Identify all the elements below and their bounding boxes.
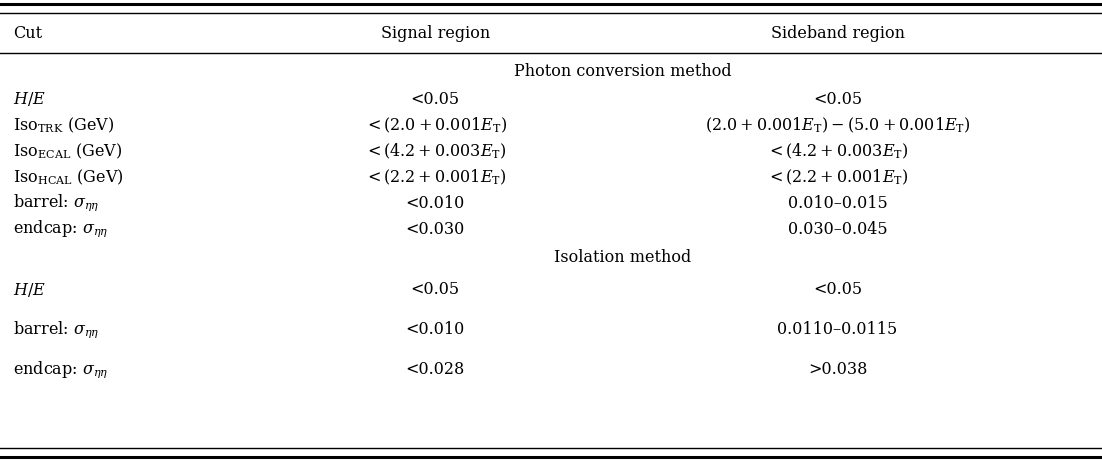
- Text: $\mathrm{Iso_{TRK}}$ (GeV): $\mathrm{Iso_{TRK}}$ (GeV): [13, 116, 115, 135]
- Text: <0.010: <0.010: [406, 322, 465, 339]
- Text: <0.05: <0.05: [411, 281, 460, 298]
- Text: $<(2.0 + 0.001E_{\mathrm{T}})$: $<(2.0 + 0.001E_{\mathrm{T}})$: [364, 116, 507, 135]
- Text: $<(4.2 + 0.003E_{\mathrm{T}})$: $<(4.2 + 0.003E_{\mathrm{T}})$: [364, 141, 507, 161]
- Text: endcap: $\sigma_{\eta\eta}$: endcap: $\sigma_{\eta\eta}$: [13, 359, 109, 380]
- Text: 0.010–0.015: 0.010–0.015: [788, 195, 887, 212]
- Text: Photon conversion method: Photon conversion method: [514, 63, 732, 80]
- Text: $H/E$: $H/E$: [13, 90, 46, 108]
- Text: 0.0110–0.0115: 0.0110–0.0115: [777, 322, 898, 339]
- Text: $\mathrm{Iso_{HCAL}}$ (GeV): $\mathrm{Iso_{HCAL}}$ (GeV): [13, 167, 125, 187]
- Text: $(2.0 + 0.001E_{\mathrm{T}}) - (5.0 + 0.001E_{\mathrm{T}})$: $(2.0 + 0.001E_{\mathrm{T}}) - (5.0 + 0.…: [704, 116, 971, 135]
- Text: Sideband region: Sideband region: [770, 24, 905, 42]
- Text: $<(2.2 + 0.001E_{\mathrm{T}})$: $<(2.2 + 0.001E_{\mathrm{T}})$: [766, 167, 909, 187]
- Text: endcap: $\sigma_{\eta\eta}$: endcap: $\sigma_{\eta\eta}$: [13, 219, 109, 239]
- Text: <0.028: <0.028: [406, 361, 465, 378]
- Text: <0.030: <0.030: [406, 220, 465, 237]
- Text: <0.05: <0.05: [411, 91, 460, 108]
- Text: Signal region: Signal region: [380, 24, 490, 42]
- Text: Cut: Cut: [13, 24, 42, 42]
- Text: >0.038: >0.038: [808, 361, 867, 378]
- Text: Isolation method: Isolation method: [554, 249, 691, 267]
- Text: $<(4.2 + 0.003E_{\mathrm{T}})$: $<(4.2 + 0.003E_{\mathrm{T}})$: [766, 141, 909, 161]
- Text: barrel: $\sigma_{\eta\eta}$: barrel: $\sigma_{\eta\eta}$: [13, 193, 99, 213]
- Text: <0.010: <0.010: [406, 195, 465, 212]
- Text: 0.030–0.045: 0.030–0.045: [788, 220, 887, 237]
- Text: <0.05: <0.05: [813, 91, 862, 108]
- Text: $\mathrm{Iso_{ECAL}}$ (GeV): $\mathrm{Iso_{ECAL}}$ (GeV): [13, 141, 122, 161]
- Text: $H/E$: $H/E$: [13, 281, 46, 299]
- Text: barrel: $\sigma_{\eta\eta}$: barrel: $\sigma_{\eta\eta}$: [13, 320, 99, 340]
- Text: $<(2.2 + 0.001E_{\mathrm{T}})$: $<(2.2 + 0.001E_{\mathrm{T}})$: [364, 167, 507, 187]
- Text: <0.05: <0.05: [813, 281, 862, 298]
